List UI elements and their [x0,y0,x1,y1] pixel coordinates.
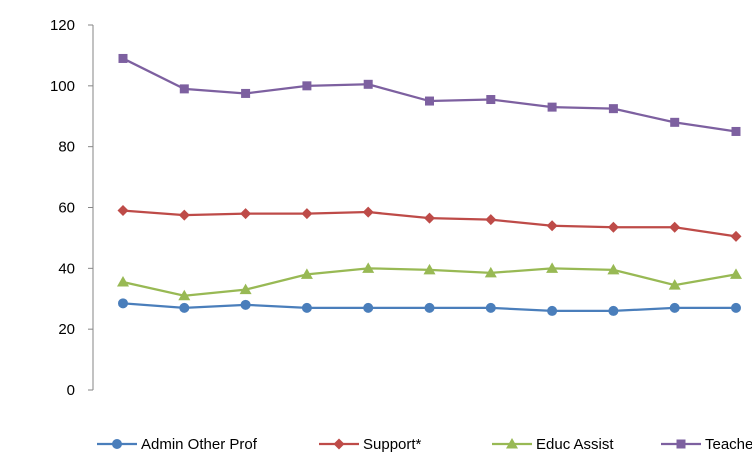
data-point [240,208,252,220]
data-point [362,262,375,273]
legend-label: Support* [363,436,422,453]
y-axis [88,24,94,391]
data-point [362,206,374,218]
data-point [731,126,741,136]
legend-item-teacher: Teacher [661,436,752,453]
series-line-teacher [122,57,737,133]
data-point [302,81,312,91]
y-tick-label: 0 [67,382,75,399]
y-tick-label: 40 [58,260,75,277]
legend-label: Educ Assist [536,436,614,453]
y-tick-label: 80 [58,139,75,156]
data-point [424,302,435,313]
data-point [117,205,129,217]
legend-swatch-marker [112,439,122,449]
data-point [363,79,373,89]
plot-area [117,53,742,316]
y-tick-labels: 0 20 40 60 80 100 120 [50,17,75,399]
data-point [669,302,680,313]
data-point [485,214,497,226]
data-point [670,117,680,127]
data-point [608,104,618,114]
data-point [547,102,557,112]
data-point [546,220,558,232]
legend-item-support: Support* [319,436,422,453]
data-point [117,276,129,287]
data-point [239,283,252,295]
data-point [485,302,496,313]
data-point [668,279,681,290]
data-point [607,221,619,233]
data-point [178,289,191,301]
data-point [547,305,558,316]
data-point [300,268,313,279]
data-point [730,230,742,242]
y-tick-label: 120 [50,17,75,34]
data-point [731,302,741,313]
data-point [486,95,496,105]
data-point [179,302,190,313]
legend-item-admin-other-prof: Admin Other Prof [97,436,258,453]
data-point [118,53,128,63]
legend: Admin Other Prof Support* Educ Assist Teach… [97,436,752,453]
y-tick-label: 20 [58,321,75,338]
data-point [363,302,374,313]
data-point [178,209,190,221]
series-admin-other-prof [118,298,741,316]
y-tick-label: 100 [50,78,75,95]
data-point [425,96,434,106]
data-point [301,208,313,220]
data-point [484,266,497,278]
data-point [301,302,312,313]
data-point [424,212,435,224]
series-support [117,205,742,242]
legend-label: Teacher [705,436,752,453]
series-teacher [118,53,741,136]
data-point [423,263,436,275]
data-point [607,263,620,275]
legend-swatch-marker [333,438,345,450]
y-tick-label: 60 [58,200,75,217]
data-point [118,298,128,309]
data-point [241,88,251,98]
legend-swatch-marker [676,439,686,449]
data-point [240,299,251,310]
legend-swatch-marker [506,438,518,449]
data-point [179,84,189,94]
data-point [669,221,681,233]
data-point [546,262,559,273]
legend-label: Admin Other Prof [141,436,258,453]
data-point [730,268,742,279]
data-point [608,305,619,316]
legend-item-educ-assist: Educ Assist [492,436,614,453]
series-educ-assist [117,262,742,301]
